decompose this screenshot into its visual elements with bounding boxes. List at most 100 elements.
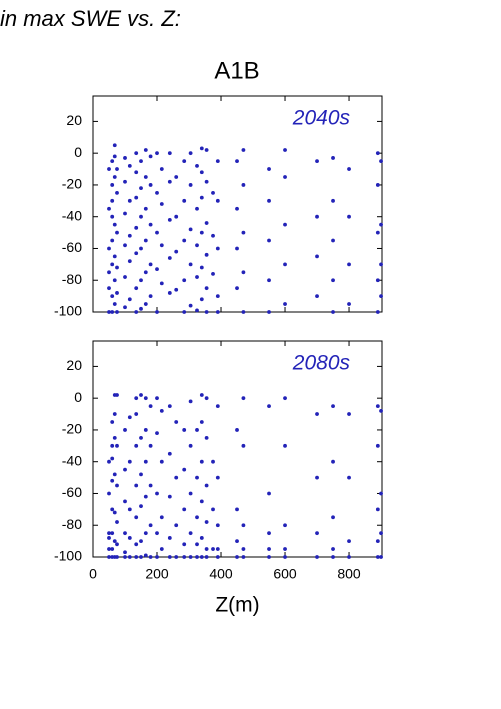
point bbox=[159, 202, 164, 206]
point bbox=[115, 265, 119, 270]
point bbox=[143, 459, 148, 464]
point bbox=[315, 475, 319, 480]
point bbox=[241, 183, 246, 187]
point bbox=[267, 198, 271, 203]
point bbox=[211, 190, 215, 195]
point bbox=[110, 310, 115, 314]
point bbox=[188, 303, 193, 308]
point bbox=[379, 408, 383, 413]
point bbox=[315, 555, 319, 559]
point bbox=[204, 286, 209, 291]
point bbox=[112, 222, 117, 227]
point bbox=[167, 451, 172, 456]
point bbox=[241, 310, 246, 314]
point bbox=[375, 151, 380, 156]
point bbox=[107, 491, 111, 496]
point bbox=[159, 547, 164, 551]
point bbox=[204, 179, 209, 184]
point bbox=[267, 167, 271, 171]
point bbox=[347, 412, 351, 416]
y-tick-label: 0 bbox=[74, 389, 82, 405]
point bbox=[283, 443, 287, 448]
point bbox=[199, 230, 204, 235]
point bbox=[195, 475, 199, 480]
point bbox=[375, 230, 380, 235]
point bbox=[182, 428, 187, 432]
point bbox=[267, 310, 271, 314]
point bbox=[110, 214, 115, 219]
point bbox=[235, 286, 239, 291]
point bbox=[174, 214, 179, 219]
point bbox=[182, 278, 187, 283]
point bbox=[375, 310, 380, 314]
point bbox=[115, 310, 119, 314]
point bbox=[167, 494, 172, 499]
point bbox=[199, 459, 204, 464]
point bbox=[112, 254, 117, 259]
point bbox=[182, 198, 187, 203]
point bbox=[112, 472, 117, 477]
point bbox=[283, 547, 287, 551]
point bbox=[127, 459, 132, 464]
point bbox=[148, 294, 153, 299]
x-tick-label: 200 bbox=[145, 566, 169, 582]
point bbox=[211, 271, 215, 276]
point bbox=[134, 443, 139, 448]
point bbox=[107, 246, 111, 251]
point bbox=[115, 443, 119, 448]
point bbox=[283, 396, 287, 401]
point bbox=[235, 206, 239, 211]
y-tick-label: -60 bbox=[62, 239, 82, 255]
point bbox=[115, 542, 119, 547]
x-tick-label: 800 bbox=[337, 566, 361, 582]
point bbox=[241, 443, 246, 448]
point bbox=[115, 555, 119, 559]
point bbox=[241, 396, 246, 401]
point bbox=[211, 233, 215, 238]
point bbox=[215, 294, 220, 299]
point bbox=[143, 396, 148, 401]
point bbox=[347, 555, 351, 559]
y-tick-label: -20 bbox=[62, 421, 82, 437]
point bbox=[167, 555, 172, 559]
point bbox=[195, 275, 199, 279]
point bbox=[215, 547, 220, 551]
point bbox=[143, 428, 148, 432]
point bbox=[155, 230, 159, 235]
point bbox=[110, 420, 115, 424]
point bbox=[148, 443, 153, 448]
point bbox=[188, 262, 193, 267]
point bbox=[195, 428, 199, 432]
point bbox=[167, 404, 172, 409]
point bbox=[199, 555, 204, 559]
point bbox=[188, 555, 193, 559]
point bbox=[182, 555, 187, 559]
point bbox=[267, 555, 271, 559]
point bbox=[112, 143, 117, 148]
point bbox=[182, 467, 187, 472]
point bbox=[159, 515, 164, 520]
point bbox=[215, 404, 220, 409]
point bbox=[143, 302, 148, 306]
point bbox=[331, 547, 335, 551]
point bbox=[188, 151, 193, 156]
point bbox=[123, 305, 127, 310]
point bbox=[215, 523, 220, 528]
point bbox=[204, 252, 209, 257]
point bbox=[107, 547, 111, 551]
point bbox=[139, 246, 143, 251]
point bbox=[112, 278, 117, 283]
point bbox=[134, 412, 139, 416]
point bbox=[167, 151, 172, 156]
point bbox=[215, 159, 220, 164]
page-title: in max SWE vs. Z: bbox=[0, 6, 181, 31]
x-tick-label: 400 bbox=[209, 566, 233, 582]
point bbox=[155, 531, 159, 536]
point bbox=[375, 507, 380, 512]
point bbox=[112, 435, 117, 440]
point bbox=[139, 186, 143, 191]
point bbox=[107, 310, 111, 314]
point bbox=[331, 310, 335, 314]
point bbox=[123, 499, 127, 504]
point bbox=[315, 159, 319, 164]
